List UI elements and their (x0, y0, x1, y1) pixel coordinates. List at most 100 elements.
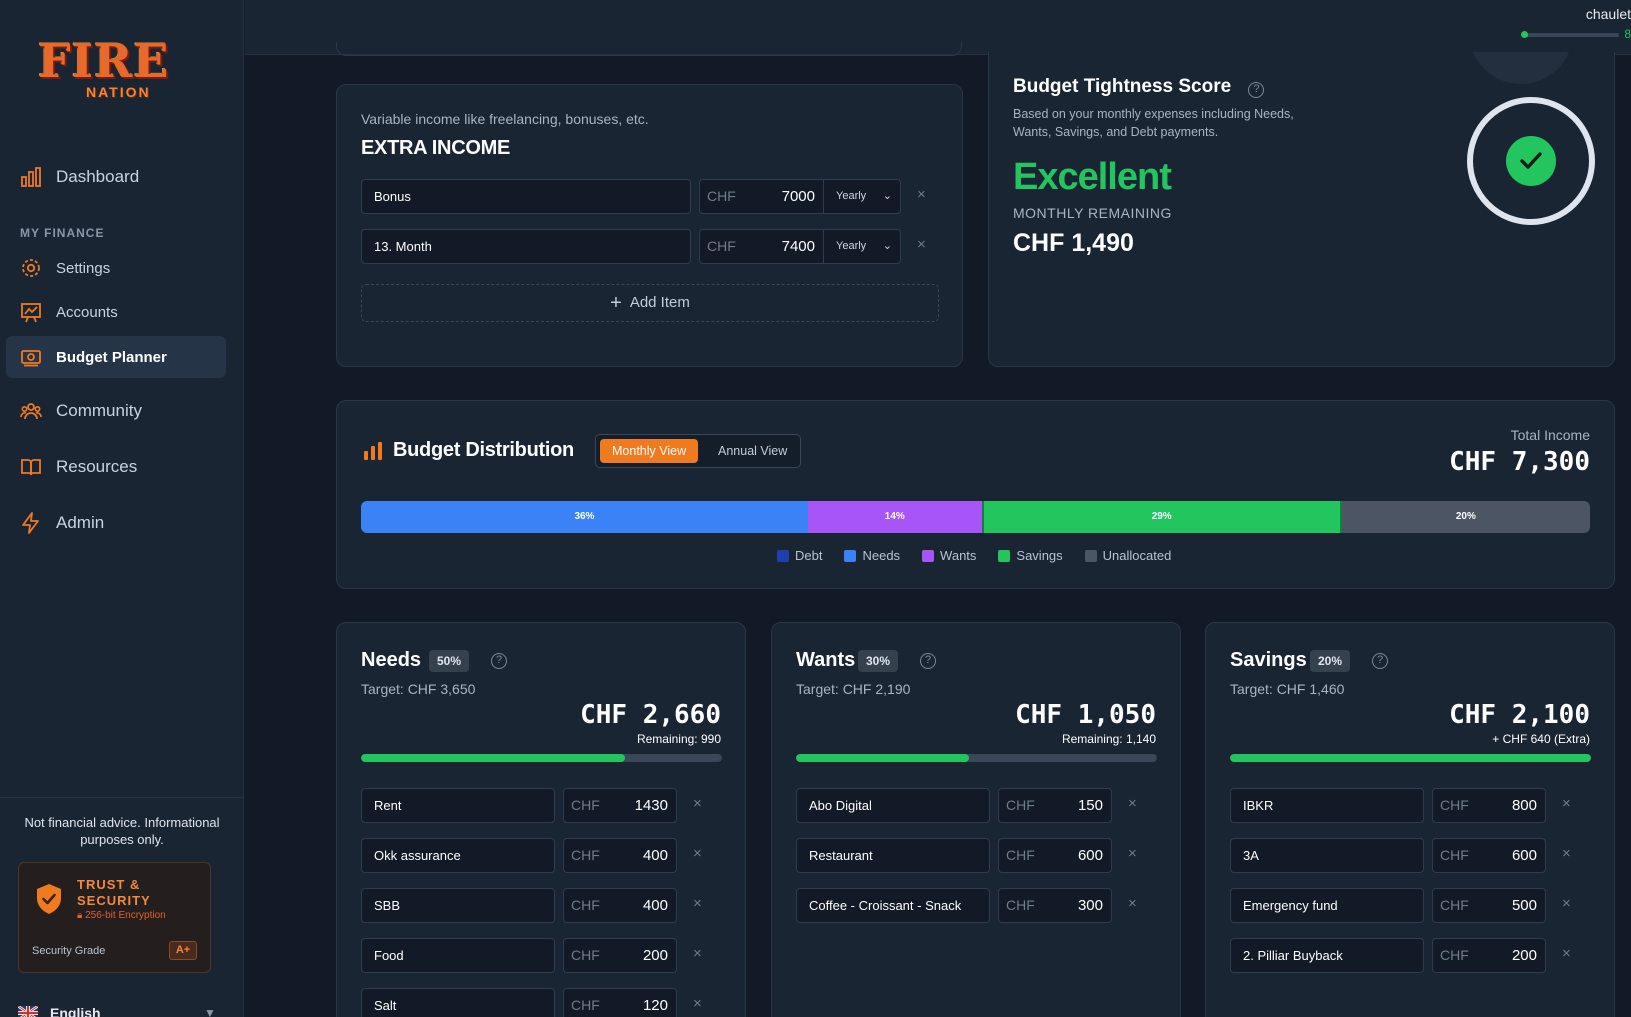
category-remaining: + CHF 640 (Extra) (1492, 732, 1590, 746)
remove-row-button[interactable]: × (917, 186, 926, 203)
category-percent-badge: 50% (429, 650, 470, 672)
remove-item-button[interactable]: × (1128, 795, 1137, 812)
item-name-input[interactable]: Coffee - Croissant - Snack (796, 888, 990, 923)
currency-label: CHF (1440, 947, 1469, 963)
fire-nation-logo[interactable]: FIRE NATION (38, 38, 170, 104)
remove-item-button[interactable]: × (693, 945, 702, 962)
sidebar-divider (0, 797, 244, 798)
help-icon[interactable]: ? (920, 653, 936, 669)
item-name-input[interactable]: Salt (361, 988, 555, 1017)
sidebar-item-dashboard[interactable]: Dashboard (6, 156, 226, 198)
remove-item-button[interactable]: × (1562, 945, 1571, 962)
trust-security-card: TRUST & SECURITY 🔒︎ 256-bit Encryption S… (18, 862, 211, 973)
income-amount-input[interactable]: CHF 7000 (699, 179, 824, 214)
extra-income-subtitle: Variable income like freelancing, bonuse… (361, 111, 649, 127)
remove-item-button[interactable]: × (1562, 795, 1571, 812)
sidebar-item-label: Budget Planner (56, 348, 167, 366)
language-selector[interactable]: English (18, 1005, 101, 1017)
checkmark-icon (1520, 152, 1542, 169)
item-name-input[interactable]: Abo Digital (796, 788, 990, 823)
item-name-input[interactable]: 3A (1230, 838, 1424, 873)
category-card-wants: Wants 30%? Target: CHF 2,190 CHF 1,050 Remai… (771, 622, 1181, 1017)
item-amount-input[interactable]: CHF 800 (1432, 788, 1546, 823)
currency-label: CHF (1006, 847, 1035, 863)
legend-item-unallocated: Unallocated (1084, 548, 1171, 563)
remove-item-button[interactable]: × (693, 895, 702, 912)
item-amount-input[interactable]: CHF 600 (998, 838, 1112, 873)
item-amount-input[interactable]: CHF 200 (563, 938, 677, 973)
item-amount-input[interactable]: CHF 600 (1432, 838, 1546, 873)
remove-item-button[interactable]: × (1128, 895, 1137, 912)
monthly-view-button[interactable]: Monthly View (600, 439, 699, 463)
sidebar-item-resources[interactable]: Resources (6, 446, 226, 488)
sidebar-item-community[interactable]: Community (6, 390, 226, 432)
distribution-segment-wants[interactable]: 14% (807, 501, 982, 533)
remove-item-button[interactable]: × (693, 795, 702, 812)
item-name-input[interactable]: Restaurant (796, 838, 990, 873)
distribution-segment-savings[interactable]: 29% (981, 501, 1342, 533)
item-name-input[interactable]: Okk assurance (361, 838, 555, 873)
remove-item-button[interactable]: × (693, 995, 702, 1012)
item-amount-input[interactable]: CHF 200 (1432, 938, 1546, 973)
category-remaining: Remaining: 1,140 (1061, 732, 1156, 746)
remove-item-button[interactable]: × (1562, 895, 1571, 912)
sidebar-item-label: Resources (56, 457, 138, 476)
chevron-down-icon[interactable]: ▼ (204, 1006, 216, 1017)
help-icon[interactable]: ? (491, 653, 507, 669)
item-name-input[interactable]: SBB (361, 888, 555, 923)
sidebar-item-admin[interactable]: Admin (6, 502, 226, 544)
amount-value: 7400 (781, 238, 815, 255)
frequency-select[interactable]: Yearly ⌄ (824, 179, 901, 214)
item-name-input[interactable]: IBKR (1230, 788, 1424, 823)
amount-value: 1430 (634, 797, 668, 814)
category-title: Wants (796, 649, 856, 671)
category-progress-fill (796, 754, 970, 762)
help-icon[interactable]: ? (1248, 82, 1265, 98)
frequency-select[interactable]: Yearly ⌄ (824, 229, 901, 264)
item-name-input[interactable]: 2. Pilliar Buyback (1230, 938, 1424, 973)
bar-chart-icon (364, 442, 382, 460)
user-name[interactable]: chaulet (1585, 6, 1631, 22)
item-amount-input[interactable]: CHF 300 (998, 888, 1112, 923)
currency-label: CHF (1440, 847, 1469, 863)
legend-swatch (922, 549, 935, 562)
decorative-shape (1469, 52, 1573, 84)
item-amount-input[interactable]: CHF 400 (563, 838, 677, 873)
remove-item-button[interactable]: × (1562, 845, 1571, 862)
legend-label: Debt (795, 548, 823, 563)
remove-row-button[interactable]: × (917, 236, 926, 253)
remove-item-button[interactable]: × (1128, 845, 1137, 862)
distribution-segment-needs[interactable]: 36% (361, 501, 808, 533)
income-name-input[interactable]: 13. Month (361, 229, 691, 264)
annual-view-button[interactable]: Annual View (718, 444, 788, 458)
item-name-input[interactable]: Rent (361, 788, 555, 823)
distribution-legend: Debt Needs Wants Savings Unallocated (777, 548, 1171, 563)
item-amount-input[interactable]: CHF 400 (563, 888, 677, 923)
sidebar-item-label: Settings (56, 259, 111, 277)
amount-value: 400 (642, 847, 668, 864)
income-name-input[interactable]: Bonus (361, 179, 691, 214)
help-icon[interactable]: ? (1372, 653, 1388, 669)
item-name-input[interactable]: Food (361, 938, 555, 973)
sidebar-item-settings[interactable]: Settings (6, 247, 226, 289)
item-amount-input[interactable]: CHF 150 (998, 788, 1112, 823)
amount-value: 7000 (781, 188, 815, 205)
disclaimer-text: Not financial advice. Informational purp… (24, 815, 220, 847)
legend-label: Savings (1016, 548, 1063, 563)
item-name-input[interactable]: Emergency fund (1230, 888, 1424, 923)
item-amount-input[interactable]: CHF 1430 (563, 788, 677, 823)
category-percent-badge: 30% (858, 650, 899, 672)
add-item-button[interactable]: + Add Item (361, 284, 939, 322)
sidebar-item-accounts[interactable]: Accounts (6, 291, 226, 333)
lock-icon: 🔒︎ (77, 910, 86, 921)
category-progress-bar (1230, 754, 1591, 762)
category-target: Target: CHF 2,190 (796, 681, 911, 697)
category-progress-bar (796, 754, 1157, 762)
distribution-segment-unallocated[interactable]: 20% (1341, 501, 1590, 533)
item-amount-input[interactable]: CHF 500 (1432, 888, 1546, 923)
sidebar-item-label: Community (56, 401, 142, 420)
remove-item-button[interactable]: × (693, 845, 702, 862)
sidebar-item-budget-planner[interactable]: Budget Planner (6, 336, 226, 378)
income-amount-input[interactable]: CHF 7400 (699, 229, 824, 264)
item-amount-input[interactable]: CHF 120 (563, 988, 677, 1017)
